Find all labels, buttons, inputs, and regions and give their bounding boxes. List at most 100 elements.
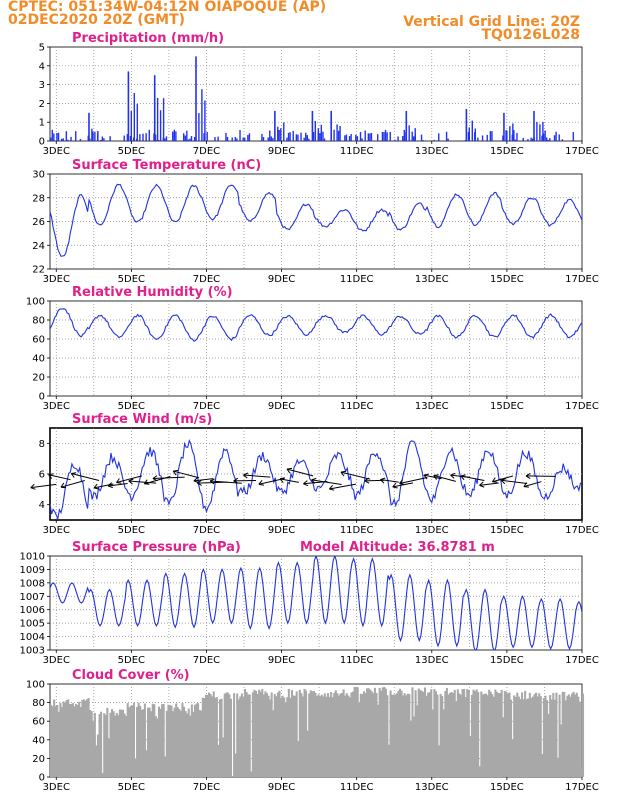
cloud-column xyxy=(226,692,229,777)
cloud-column xyxy=(425,695,428,777)
precip-bar xyxy=(270,136,273,141)
x-tick-label: 17DEC xyxy=(565,782,599,793)
precip-bar xyxy=(542,133,545,141)
precip-bar xyxy=(51,129,53,141)
cloud-column xyxy=(500,689,503,777)
cloud-column xyxy=(580,766,583,777)
cloud-column xyxy=(416,705,419,777)
cloud-column xyxy=(314,692,317,777)
cloud-column xyxy=(220,698,223,777)
x-tick-label: 7DEC xyxy=(193,782,220,793)
x-tick-label: 3DEC xyxy=(43,655,70,666)
precip-bar xyxy=(277,126,279,141)
precip-bar xyxy=(513,130,515,141)
precip-bar xyxy=(389,131,391,141)
cloud-column xyxy=(247,694,250,777)
precip-bar xyxy=(165,136,168,141)
wind-arrowhead xyxy=(30,483,36,490)
precip-bar xyxy=(242,137,244,141)
precip-bar-peak xyxy=(330,110,332,141)
wind-arrowhead xyxy=(172,469,179,476)
cloud-column xyxy=(380,690,383,777)
x-tick-label: 11DEC xyxy=(340,782,374,793)
cloud-column xyxy=(389,690,392,777)
precip-bar xyxy=(481,135,484,141)
wind-arrowhead xyxy=(311,477,317,484)
precip-bar xyxy=(370,132,373,141)
precip-bar xyxy=(94,131,96,141)
x-tick-label: 13DEC xyxy=(415,782,449,793)
precip-bar xyxy=(397,136,399,141)
precip-bar xyxy=(344,135,346,141)
cloud-column xyxy=(560,724,563,777)
wind-arrowhead xyxy=(329,484,335,491)
cloud-column xyxy=(409,720,412,777)
wind-arrowhead xyxy=(380,477,386,484)
cloud-column xyxy=(322,696,325,777)
precip-bar xyxy=(555,131,557,141)
precip-bar xyxy=(530,137,532,141)
cloud-column xyxy=(256,693,259,777)
precip-bar xyxy=(278,129,280,141)
wind-arrowhead xyxy=(258,479,264,486)
precip-bar xyxy=(402,136,404,141)
cloud-column xyxy=(480,691,483,777)
precip-bar xyxy=(516,132,518,141)
cloud-column xyxy=(547,713,550,777)
precip-bar xyxy=(244,137,246,141)
cloud-column xyxy=(419,690,422,777)
precip-bar xyxy=(262,137,265,141)
cloud-column xyxy=(428,692,431,777)
cloud-column xyxy=(142,709,145,777)
precip-bar xyxy=(369,133,371,141)
y-tick-label: 2 xyxy=(39,99,45,110)
cloud-column xyxy=(65,700,68,777)
precip-bar xyxy=(464,140,467,141)
precip-bar xyxy=(514,139,517,141)
cloud-column xyxy=(536,696,539,777)
x-tick-label: 9DEC xyxy=(268,655,295,666)
cloud-column xyxy=(209,694,212,777)
cloud-column xyxy=(245,692,248,777)
cloud-column xyxy=(284,702,287,777)
precip-bar xyxy=(231,137,233,141)
wind-vector xyxy=(107,483,128,487)
cloud-column xyxy=(572,691,575,777)
cloud-column xyxy=(50,704,53,777)
y-tick-label: 1009 xyxy=(20,565,45,576)
cloud-column xyxy=(109,712,112,777)
cloud-column xyxy=(140,709,143,777)
cloud-column xyxy=(336,693,339,777)
cloud-column xyxy=(367,688,370,777)
precip-bar xyxy=(295,134,298,141)
cloud-column xyxy=(334,690,337,777)
cloud-column xyxy=(578,701,581,777)
y-tick-label: 4 xyxy=(39,61,45,72)
cloud-column xyxy=(458,693,461,777)
y-tick-label: 1010 xyxy=(20,552,45,563)
cloud-column xyxy=(73,706,76,777)
precip-bar xyxy=(337,130,340,141)
precip-bar xyxy=(159,110,162,141)
precip-bar xyxy=(336,124,338,141)
cloud-column xyxy=(134,758,137,777)
precip-bar-peak xyxy=(311,110,314,141)
precip-bar xyxy=(386,132,388,141)
cloud-column xyxy=(254,690,258,777)
cloud-column xyxy=(100,711,103,777)
y-tick-label: 20 xyxy=(32,754,45,765)
cloud-column xyxy=(186,713,189,777)
x-tick-label: 15DEC xyxy=(490,655,524,666)
cloud-column xyxy=(303,688,306,777)
cloud-column xyxy=(84,700,87,777)
cloud-column xyxy=(281,695,284,777)
wind-arrowhead xyxy=(392,482,398,489)
cloud-column xyxy=(239,696,242,777)
cloud-column xyxy=(297,741,300,777)
precip-bar xyxy=(345,134,348,141)
precip-bar xyxy=(367,133,370,141)
cloud-column xyxy=(96,734,100,777)
cloud-column xyxy=(517,696,520,777)
precip-bar xyxy=(572,132,575,141)
